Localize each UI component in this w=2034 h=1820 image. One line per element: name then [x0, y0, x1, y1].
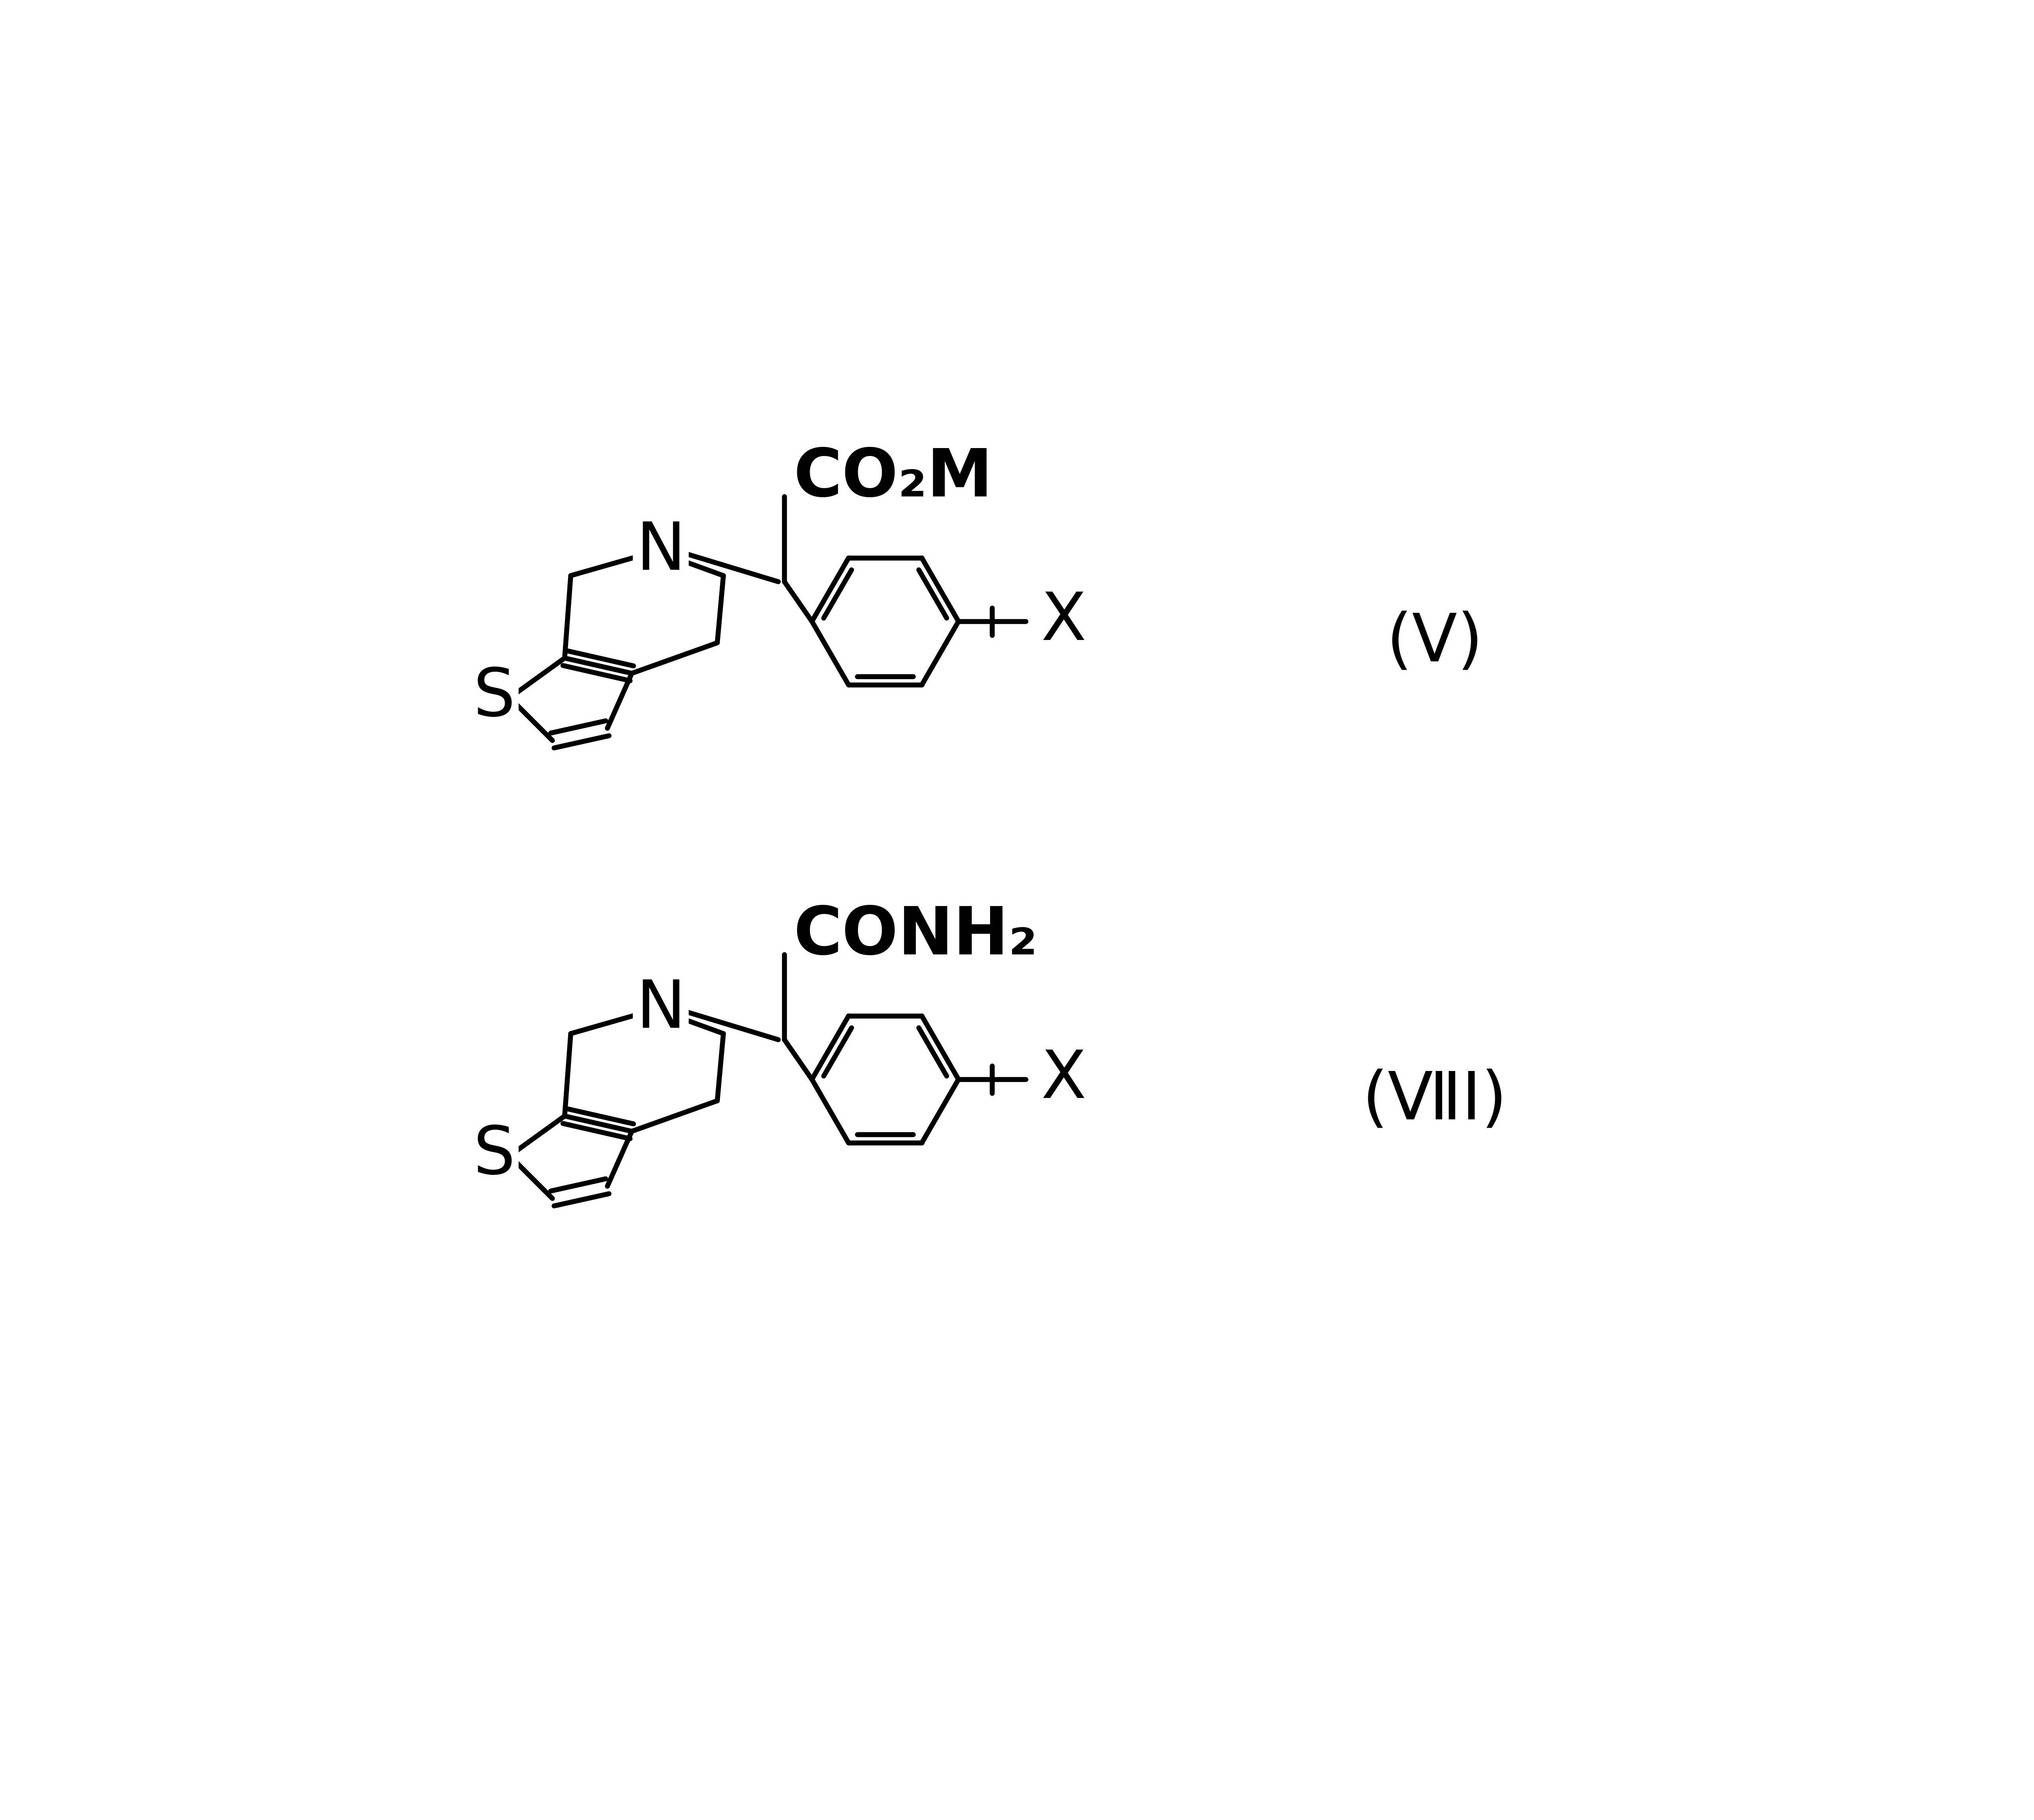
Text: S: S: [474, 666, 515, 730]
Text: X: X: [1041, 1046, 1086, 1112]
Text: N: N: [637, 519, 685, 584]
Text: CONH₂: CONH₂: [793, 903, 1037, 968]
Text: N: N: [637, 977, 685, 1041]
Text: (Ⅴ): (Ⅴ): [1387, 610, 1483, 675]
Text: CO₂M: CO₂M: [793, 446, 993, 510]
Text: (ⅦⅠ): (ⅦⅠ): [1363, 1068, 1507, 1134]
Text: S: S: [474, 1123, 515, 1188]
Text: X: X: [1041, 590, 1086, 653]
